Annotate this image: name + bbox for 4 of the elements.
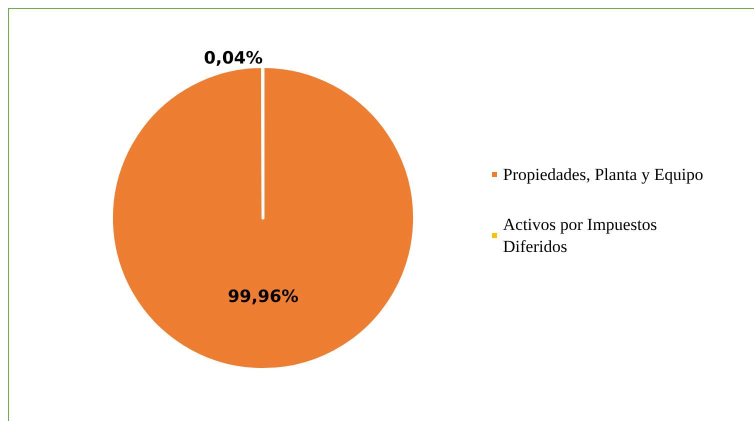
legend-label: Propiedades, Planta y Equipo	[503, 165, 704, 184]
legend-label: Activos por Impuestos Diferidos	[503, 215, 662, 256]
data-label: 99,96%	[228, 286, 299, 307]
data-label: 0,04%	[204, 48, 263, 68]
